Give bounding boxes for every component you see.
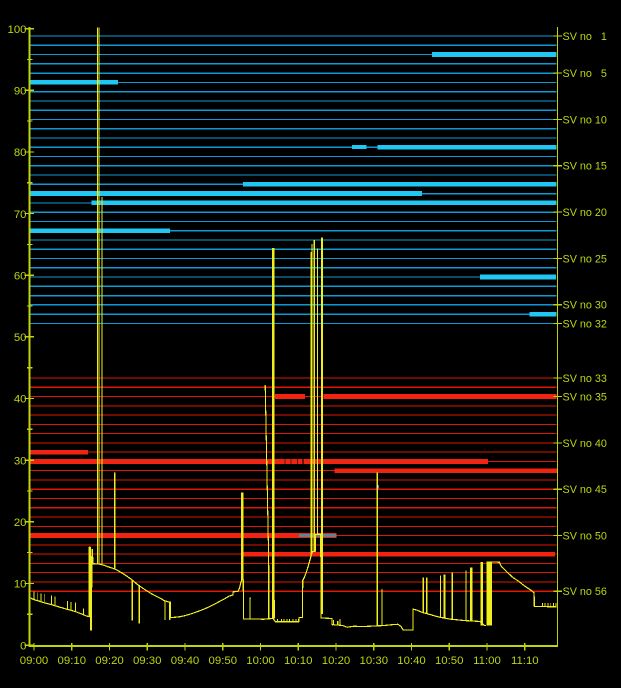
svg-text:10: 10 (14, 579, 27, 591)
svg-text:SV no 1: SV no 1 (563, 31, 607, 43)
svg-text:09:10: 09:10 (58, 655, 87, 667)
svg-text:SV no 15: SV no 15 (563, 161, 607, 173)
svg-text:SV no 33: SV no 33 (563, 373, 607, 385)
svg-text:SV no 5: SV no 5 (563, 68, 607, 80)
svg-text:90: 90 (14, 86, 27, 98)
svg-text:SV no 25: SV no 25 (563, 253, 607, 265)
svg-text:10:20: 10:20 (322, 655, 351, 667)
svg-text:10:30: 10:30 (360, 655, 389, 667)
svg-text:SV no 10: SV no 10 (563, 114, 607, 126)
svg-text:09:20: 09:20 (95, 655, 124, 667)
svg-text:30: 30 (14, 455, 27, 467)
svg-text:20: 20 (14, 517, 27, 529)
svg-text:09:50: 09:50 (209, 655, 238, 667)
svg-text:50: 50 (14, 332, 27, 344)
svg-text:100: 100 (7, 24, 26, 36)
svg-text:40: 40 (14, 394, 27, 406)
svg-text:80: 80 (14, 147, 27, 159)
svg-text:09:00: 09:00 (20, 655, 49, 667)
svg-text:SV no 56: SV no 56 (563, 586, 607, 598)
svg-text:SV no 35: SV no 35 (563, 391, 607, 403)
svg-text:11:10: 11:10 (511, 655, 539, 667)
svg-text:60: 60 (14, 270, 27, 282)
svg-text:10:00: 10:00 (246, 655, 275, 667)
svg-text:SV no 30: SV no 30 (563, 300, 607, 312)
svg-text:SV no 45: SV no 45 (563, 484, 607, 496)
svg-text:10:40: 10:40 (397, 655, 426, 667)
svg-text:09:30: 09:30 (133, 655, 162, 667)
svg-text:0: 0 (20, 640, 26, 652)
svg-text:09:40: 09:40 (171, 655, 200, 667)
svg-text:11:00: 11:00 (473, 655, 501, 667)
svg-text:10:50: 10:50 (435, 655, 464, 667)
svg-text:SV no 32: SV no 32 (563, 318, 607, 330)
svg-text:10:10: 10:10 (284, 655, 313, 667)
svg-text:SV no 20: SV no 20 (563, 207, 607, 219)
svg-text:70: 70 (14, 209, 27, 221)
svg-text:SV no 50: SV no 50 (563, 531, 607, 543)
svg-text:SV no 40: SV no 40 (563, 438, 607, 450)
